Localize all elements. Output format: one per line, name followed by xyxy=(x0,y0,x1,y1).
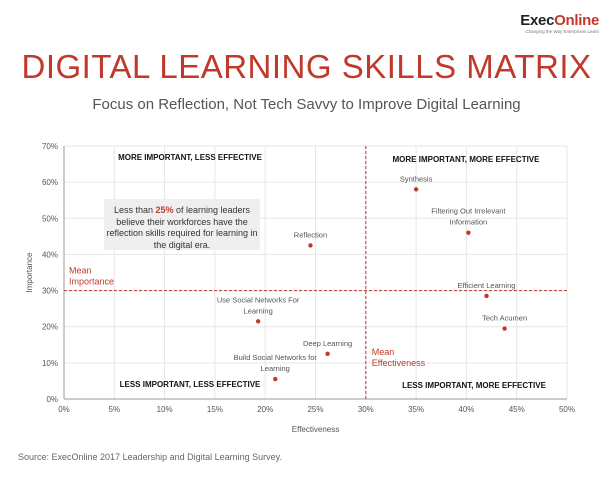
x-tick-label: 20% xyxy=(257,405,273,414)
callout-before: Less than xyxy=(113,205,156,215)
callout-after: of learning leaders believe their workfo… xyxy=(106,205,258,250)
data-point-label-line: Build Social Networks for xyxy=(234,353,318,362)
x-tick-label: 40% xyxy=(458,405,474,414)
x-axis-label: Effectiveness xyxy=(292,425,339,434)
data-point-label: Use Social Networks For Learning xyxy=(217,295,300,315)
data-point xyxy=(502,326,507,331)
data-point-label-line: Filtering Out Irrelevant xyxy=(431,207,506,216)
x-tick-label: 10% xyxy=(157,405,173,414)
data-point-label: Deep Learning xyxy=(303,339,352,348)
x-tick-label: 50% xyxy=(559,405,575,414)
y-tick-label: 50% xyxy=(42,214,58,223)
quadrant-label-top-left: MORE IMPORTANT, LESS EFFECTIVE xyxy=(118,153,263,162)
data-point xyxy=(273,376,278,382)
data-point-label-line: Synthesis xyxy=(400,174,433,183)
data-point-label-line: Deep Learning xyxy=(303,339,352,348)
x-tick-label: 15% xyxy=(207,405,223,414)
data-point-label: Reflection xyxy=(294,230,327,239)
data-point-label-line: Tech Acumen xyxy=(482,314,527,323)
x-tick-label: 0% xyxy=(58,405,70,414)
brand-logo: ExecOnline Changing the Way Enterprises … xyxy=(520,12,599,34)
data-point-label: Build Social Networks for Learning xyxy=(234,353,318,373)
y-tick-label: 10% xyxy=(42,359,58,368)
logo-accent: Online xyxy=(554,12,599,29)
callout-percent: 25% xyxy=(155,205,174,215)
data-point-label-line: Efficient Learning xyxy=(458,281,516,290)
data-point xyxy=(308,243,313,248)
data-point-label: Efficient Learning xyxy=(458,281,516,290)
logo-tagline: Changing the Way Enterprises Learn xyxy=(525,29,599,34)
x-tick-label: 35% xyxy=(408,405,424,414)
logo-wordmark: ExecOnline xyxy=(520,12,599,29)
mean-importance-label-line: Importance xyxy=(69,277,114,287)
mean-effectiveness-label-line: Mean xyxy=(372,347,395,357)
data-point-label-line: Reflection xyxy=(294,230,327,239)
y-axis-label: Importance xyxy=(25,252,34,293)
x-tick-label: 45% xyxy=(509,405,525,414)
callout-box: Less than 25% of learning leaders believ… xyxy=(104,199,260,250)
quadrant-label-bottom-right: LESS IMPORTANT, MORE EFFECTIVE xyxy=(402,381,547,390)
y-tick-label: 60% xyxy=(42,178,58,187)
chart-subtitle: Focus on Reflection, Not Tech Savvy to I… xyxy=(92,96,521,113)
data-point xyxy=(484,293,489,299)
mean-effectiveness-label-line: Effectiveness xyxy=(372,358,426,368)
quadrant-label-bottom-left: LESS IMPORTANT, LESS EFFECTIVE xyxy=(120,380,261,389)
data-point-label: Synthesis xyxy=(400,174,433,183)
y-tick-label: 40% xyxy=(42,250,58,259)
x-tick-label: 25% xyxy=(307,405,323,414)
chart-title: DIGITAL LEARNING SKILLS MATRIX xyxy=(21,48,592,85)
data-point-label-line: Information xyxy=(450,218,488,227)
data-point xyxy=(466,230,471,235)
mean-importance-label: Mean Importance xyxy=(69,266,114,287)
y-tick-label: 20% xyxy=(42,323,58,332)
y-tick-label: 0% xyxy=(46,395,58,404)
y-tick-label: 30% xyxy=(42,287,58,296)
mean-effectiveness-label: Mean Effectiveness xyxy=(372,347,426,368)
data-point xyxy=(325,351,330,357)
logo-prefix: Exec xyxy=(520,12,555,29)
x-tick-label: 5% xyxy=(109,405,121,414)
data-point-label: Tech Acumen xyxy=(482,314,527,323)
data-point-label: Filtering Out Irrelevant Information xyxy=(431,207,506,227)
y-tick-label: 70% xyxy=(42,142,58,151)
data-point-label-line: Use Social Networks For xyxy=(217,295,300,304)
data-point xyxy=(255,319,261,324)
source-note: Source: ExecOnline 2017 Leadership and D… xyxy=(18,452,282,462)
data-point-label-line: Learning xyxy=(261,364,290,373)
mean-importance-label-line: Mean xyxy=(69,266,92,276)
quadrant-label-top-right: MORE IMPORTANT, MORE EFFECTIVE xyxy=(393,155,541,164)
x-tick-label: 30% xyxy=(358,405,374,414)
data-point-label-line: Learning xyxy=(244,306,273,315)
data-point xyxy=(413,187,419,192)
